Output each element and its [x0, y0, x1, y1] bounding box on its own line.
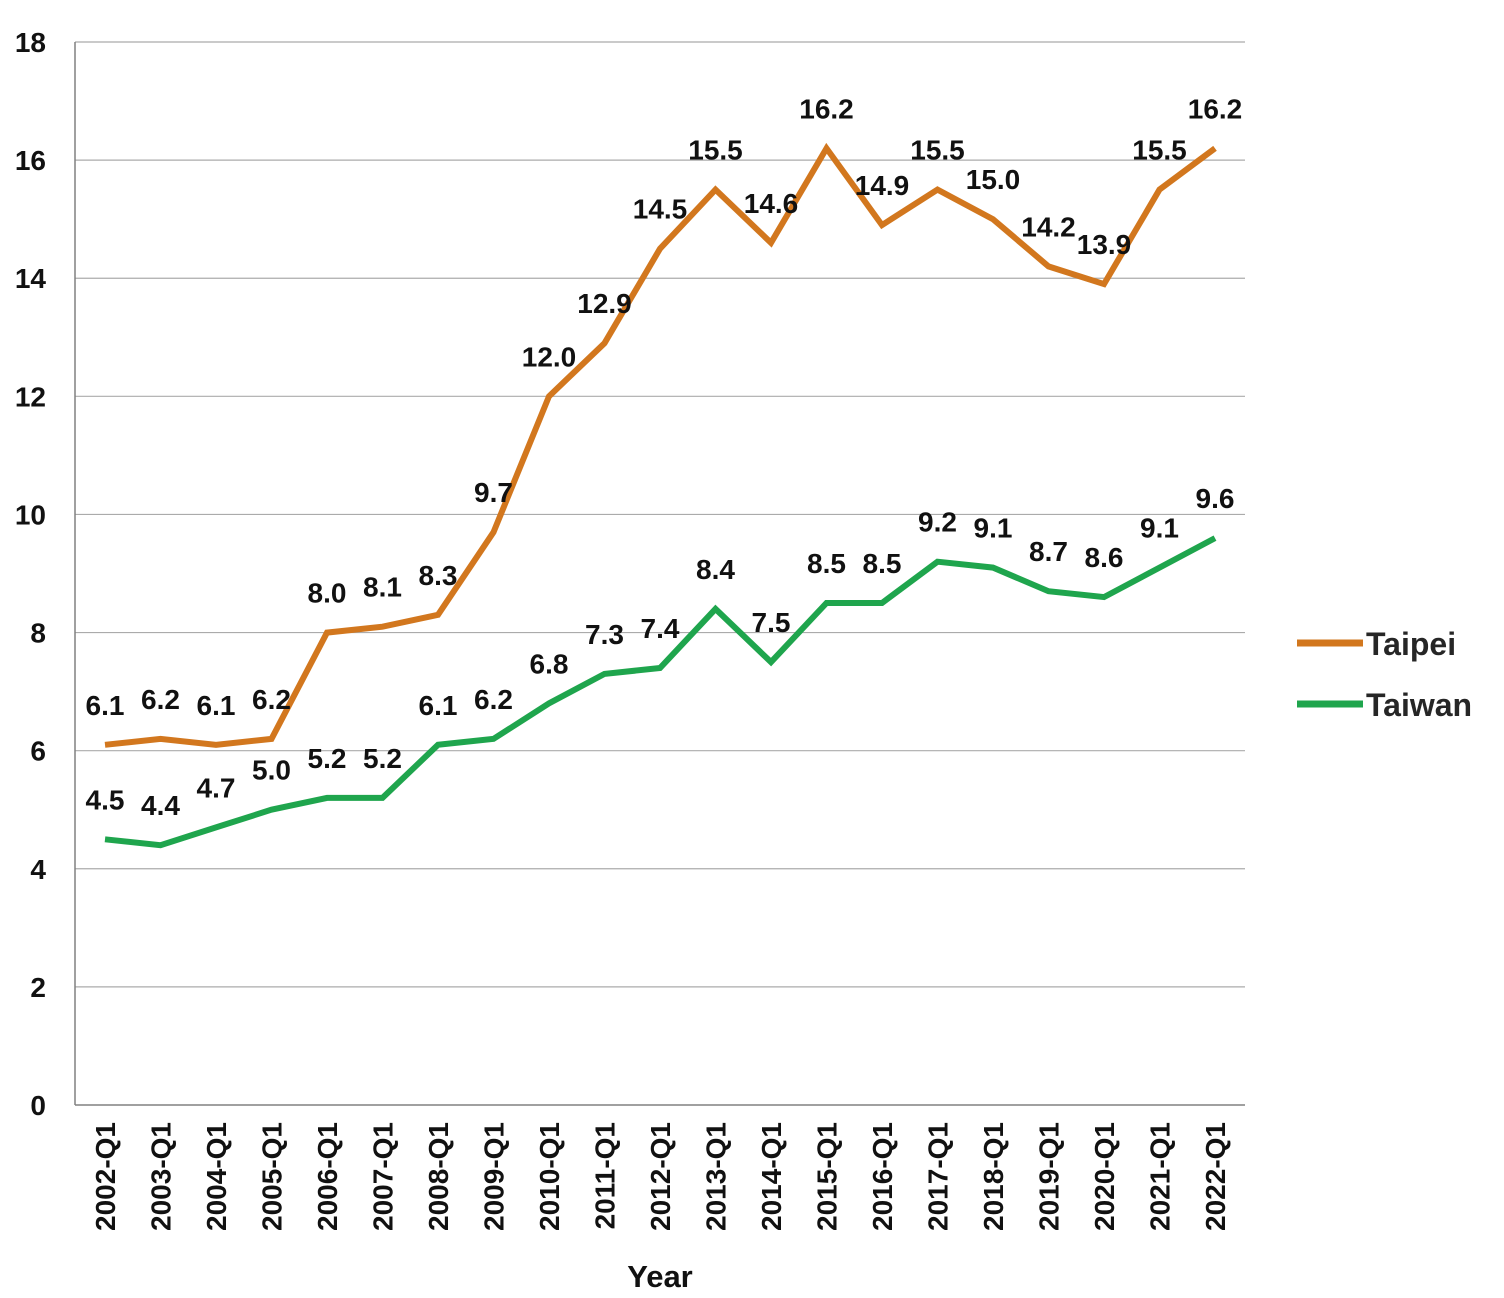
- data-label: 15.0: [966, 164, 1021, 195]
- data-label: 12.9: [577, 288, 632, 319]
- axes: [74, 42, 1245, 1106]
- legend-label: Taiwan: [1366, 687, 1472, 723]
- data-label: 9.7: [474, 477, 513, 508]
- data-label: 7.5: [752, 607, 791, 638]
- data-label: 8.0: [308, 578, 347, 609]
- x-tick-label: 2007-Q1: [368, 1122, 399, 1231]
- data-label: 6.8: [530, 648, 569, 679]
- y-tick-label: 0: [30, 1090, 46, 1121]
- data-label: 14.2: [1021, 211, 1076, 242]
- y-tick-label: 16: [15, 145, 46, 176]
- x-tick-label: 2005-Q1: [257, 1122, 288, 1231]
- y-tick-labels: 0 2 4 6 8 10 12 14 16 18: [15, 27, 47, 1121]
- x-tick-labels: 2002-Q1 2003-Q1 2004-Q1 2005-Q1 2006-Q1 2007-…: [90, 1122, 1231, 1231]
- series-taipei: 6.1 6.2 6.1 6.28.0 8.1 8.39.712.012.914.515.5…: [86, 93, 1243, 748]
- y-tick-label: 12: [15, 381, 46, 412]
- x-tick-label: 2004-Q1: [201, 1122, 232, 1231]
- series-line-taipei: [104, 142, 1217, 748]
- y-tick-label: 10: [15, 499, 46, 530]
- legend-label: Taipei: [1366, 626, 1456, 662]
- data-label: 15.5: [910, 135, 965, 166]
- y-tick-label: 8: [30, 618, 46, 649]
- data-label: 9.1: [1140, 513, 1179, 544]
- data-label: 8.1: [363, 572, 402, 603]
- data-label: 14.9: [855, 170, 910, 201]
- x-tick-label: 2009-Q1: [479, 1122, 510, 1231]
- data-label: 8.7: [1029, 536, 1068, 567]
- x-axis-title: Year: [627, 1259, 693, 1294]
- legend-item-taiwan: Taiwan: [1297, 687, 1472, 723]
- data-label: 7.3: [585, 619, 624, 650]
- data-label: 8.6: [1085, 542, 1124, 573]
- y-tick-label: 6: [30, 736, 46, 767]
- data-label: 4.5: [86, 784, 125, 815]
- y-tick-label: 18: [15, 27, 46, 58]
- data-label: 14.5: [633, 194, 688, 225]
- data-label: 6.2: [474, 684, 513, 715]
- data-label: 4.7: [197, 772, 236, 803]
- legend-item-taipei: Taipei: [1297, 626, 1456, 662]
- x-tick-label: 2014-Q1: [756, 1122, 787, 1231]
- data-label: 5.2: [308, 743, 347, 774]
- x-tick-label: 2003-Q1: [146, 1122, 177, 1231]
- series-taiwan: 4.5 4.4 4.7 5.0 5.2 5.2 6.1 6.2 6.8 7.3 7.4 8.4 7.5 8…: [86, 483, 1235, 849]
- data-label: 16.2: [799, 93, 854, 124]
- x-tick-label: 2010-Q1: [534, 1122, 565, 1231]
- y-tick-label: 14: [15, 263, 47, 294]
- data-label: 6.2: [141, 684, 180, 715]
- data-label: 9.6: [1196, 483, 1235, 514]
- x-tick-label: 2021-Q1: [1145, 1122, 1176, 1231]
- x-tick-label: 2011-Q1: [590, 1122, 621, 1229]
- data-label: 8.3: [419, 560, 458, 591]
- x-tick-label: 2008-Q1: [423, 1122, 454, 1231]
- x-tick-label: 2022-Q1: [1200, 1122, 1231, 1231]
- data-label: 9.1: [974, 513, 1013, 544]
- data-label: 7.4: [641, 613, 680, 644]
- x-tick-label: 2013-Q1: [701, 1122, 732, 1231]
- x-tick-label: 2015-Q1: [812, 1122, 843, 1231]
- x-tick-label: 2012-Q1: [645, 1122, 676, 1231]
- data-label: 14.6: [744, 188, 799, 219]
- data-label: 6.2: [252, 684, 291, 715]
- data-label: 8.5: [863, 548, 902, 579]
- y-tick-label: 4: [30, 854, 46, 885]
- data-label: 4.4: [141, 790, 180, 821]
- data-label: 5.2: [363, 743, 402, 774]
- data-label: 6.1: [197, 690, 236, 721]
- data-label: 6.1: [86, 690, 125, 721]
- x-tick-label: 2019-Q1: [1034, 1122, 1065, 1231]
- gridlines: [75, 41, 1245, 988]
- x-tick-label: 2020-Q1: [1089, 1122, 1120, 1231]
- data-label: 15.5: [1132, 135, 1187, 166]
- data-label: 5.0: [252, 755, 291, 786]
- legend: Taipei Taiwan: [1297, 626, 1472, 723]
- y-tick-label: 2: [30, 972, 46, 1003]
- x-tick-label: 2002-Q1: [90, 1122, 121, 1231]
- data-label: 8.4: [696, 554, 735, 585]
- x-tick-label: 2018-Q1: [978, 1122, 1009, 1231]
- data-label: 6.1: [419, 690, 458, 721]
- data-label: 12.0: [522, 341, 577, 372]
- data-label: 9.2: [918, 507, 957, 538]
- x-tick-label: 2017-Q1: [923, 1122, 954, 1231]
- data-label: 15.5: [688, 135, 743, 166]
- x-tick-label: 2016-Q1: [867, 1122, 898, 1231]
- data-label: 8.5: [807, 548, 846, 579]
- data-label: 16.2: [1188, 93, 1243, 124]
- series-line-taiwan: [104, 535, 1217, 849]
- x-tick-label: 2006-Q1: [312, 1122, 343, 1231]
- data-label: 13.9: [1077, 229, 1132, 260]
